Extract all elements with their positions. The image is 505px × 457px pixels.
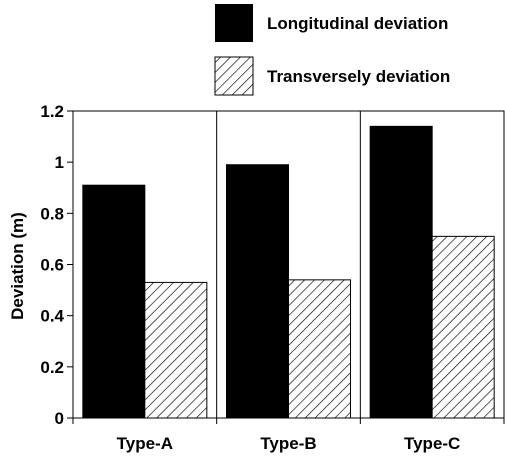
y-tick-label: 1.2	[40, 102, 64, 121]
bar-transversely-type-c	[431, 235, 495, 419]
y-axis: 0 0.2 0.4 0.6 0.8 1 1.2	[40, 102, 73, 428]
y-tick-label: 0.6	[40, 256, 64, 275]
legend-label-longitudinal: Longitudinal deviation	[267, 14, 448, 33]
legend-item-transversely: Transversely deviation	[214, 56, 450, 96]
y-tick-label: 0.2	[40, 358, 64, 377]
x-category-label: Type-B	[260, 434, 316, 453]
bar-longitudinal-type-b	[226, 164, 289, 419]
legend-swatch-longitudinal	[215, 4, 253, 42]
bar-transversely-type-a	[144, 281, 208, 419]
y-tick-label: 0.4	[40, 307, 64, 326]
x-axis: Type-A Type-B Type-C	[72, 418, 505, 453]
bar-transversely-type-b	[288, 279, 351, 419]
bar-longitudinal-type-c	[369, 125, 433, 419]
y-tick-label: 0.8	[40, 204, 64, 223]
legend-item-longitudinal: Longitudinal deviation	[215, 4, 448, 42]
legend-swatch-transversely	[214, 56, 254, 96]
y-tick-label: 1	[55, 153, 64, 172]
legend: Longitudinal deviation Transversely devi…	[214, 4, 450, 96]
y-axis-title: Deviation (m)	[8, 212, 27, 320]
x-category-label: Type-A	[117, 434, 173, 453]
legend-label-transversely: Transversely deviation	[267, 67, 450, 86]
bars	[82, 125, 495, 419]
bar-longitudinal-type-a	[82, 184, 146, 419]
y-tick-label: 0	[55, 409, 64, 428]
x-category-label: Type-C	[404, 434, 460, 453]
